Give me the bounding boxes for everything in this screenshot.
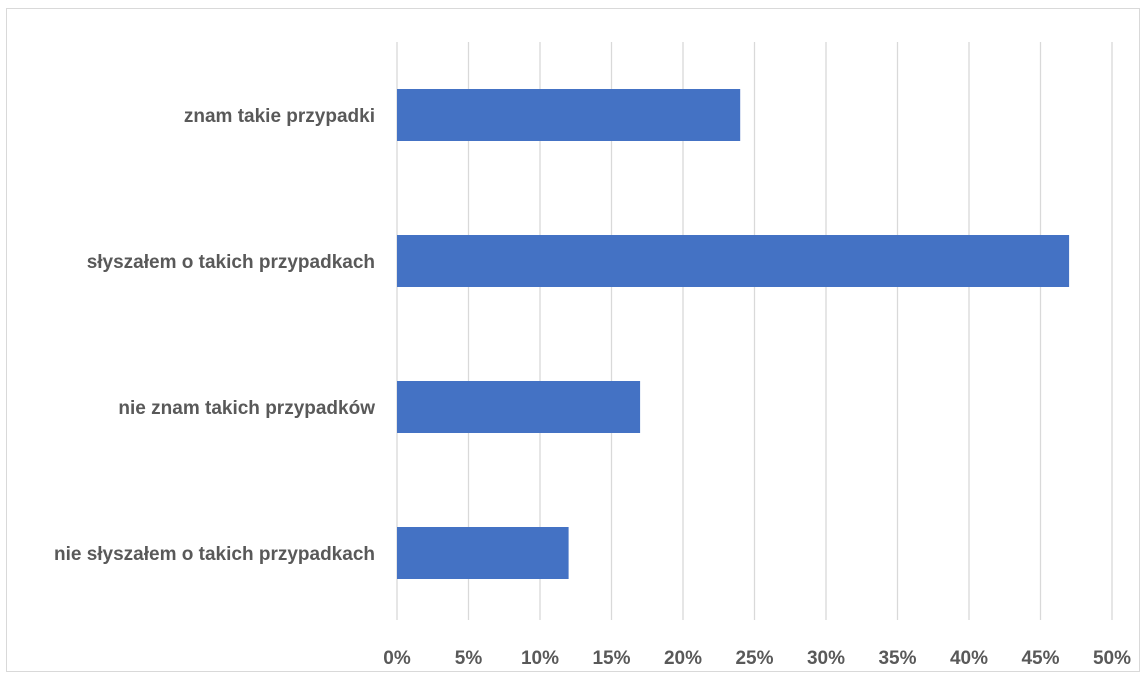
bar-4 [397, 527, 569, 579]
bar-2 [397, 235, 1070, 287]
x-tick-labels: 0% 5% 10% 15% 20% 25% 30% 35% 40% 45% 50% [383, 648, 1131, 669]
x-tick-label-40pct: 40% [950, 648, 988, 669]
x-tick-label-15pct: 15% [592, 648, 630, 669]
category-label-3: nie znam takich przypadków [118, 398, 375, 419]
x-tick-label-45pct: 45% [1021, 648, 1059, 669]
bars [397, 89, 1070, 579]
category-labels: znam takie przypadki słyszałem o takich p… [54, 106, 375, 565]
x-tick-label-30pct: 30% [807, 648, 845, 669]
x-tick-label-35pct: 35% [878, 648, 916, 669]
x-tick-label-20pct: 20% [664, 648, 702, 669]
bar-1 [397, 89, 741, 141]
bar-3 [397, 381, 641, 433]
x-tick-label-10pct: 10% [521, 648, 559, 669]
category-label-1: znam takie przypadki [184, 106, 375, 127]
category-label-2: słyszałem o takich przypadkach [87, 252, 375, 273]
x-tick-label-5pct: 5% [455, 648, 483, 669]
category-label-4: nie słyszałem o takich przypadkach [54, 544, 375, 565]
x-tick-label-50pct: 50% [1093, 648, 1131, 669]
x-tick-label-25pct: 25% [735, 648, 773, 669]
x-tick-label-0pct: 0% [383, 648, 411, 669]
